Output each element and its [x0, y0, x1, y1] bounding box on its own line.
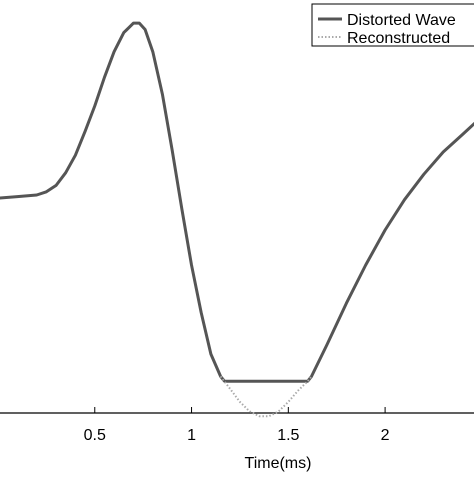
x-tick-label: 1.5 — [277, 427, 299, 444]
series-line-reconstructed — [219, 375, 313, 418]
x-axis-ticks: 0.511.522. — [84, 407, 390, 444]
legend-entry-label: Distorted Wave — [347, 12, 456, 29]
x-tick-label: 0.5 — [84, 427, 106, 444]
x-tick-label: 1 — [187, 427, 196, 444]
legend-entry-label: Reconstructed — [347, 30, 450, 47]
series-layer — [0, 21, 474, 418]
x-axis-label: Time(ms) — [245, 455, 312, 472]
x-tick-label: 2 — [381, 427, 390, 444]
series-line-distorted-wave — [0, 21, 474, 383]
legend-box — [311, 3, 474, 47]
